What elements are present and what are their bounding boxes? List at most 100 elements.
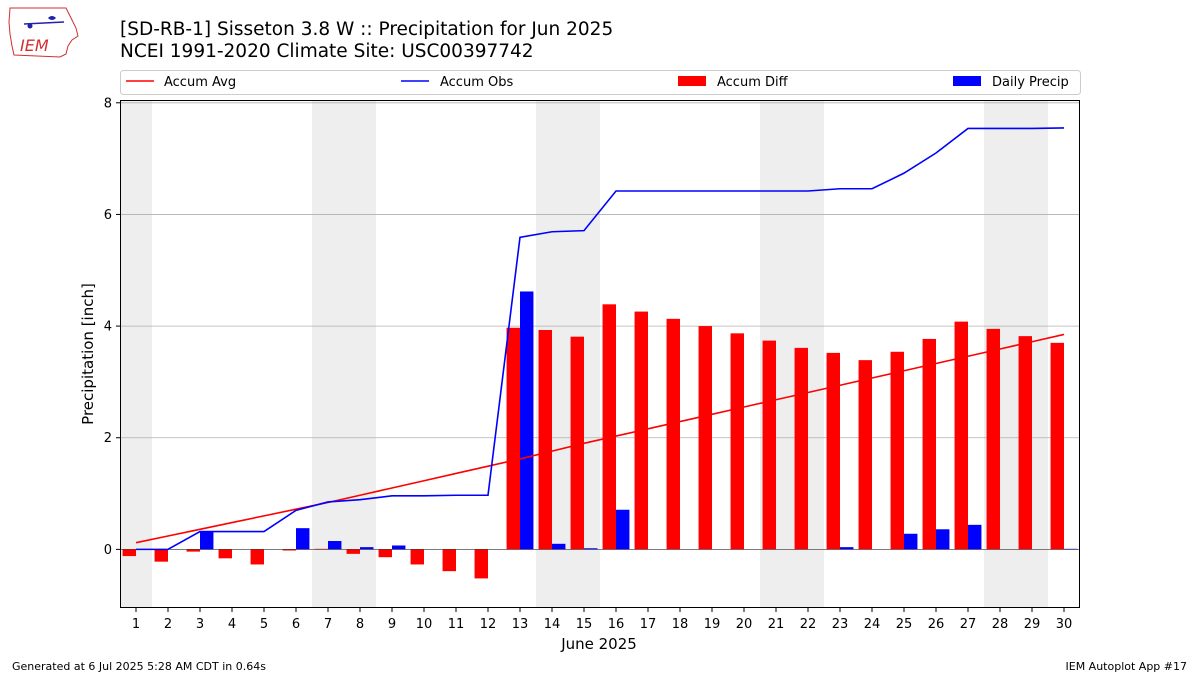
y-tick-label: 0	[104, 543, 112, 558]
x-tick-label: 1	[132, 617, 140, 632]
x-tick-label: 17	[640, 617, 657, 632]
legend-label-daily-precip: Daily Precip	[992, 75, 1069, 90]
accum-diff-bar	[346, 549, 360, 554]
daily-precip-bar	[552, 543, 566, 550]
x-tick-label: 5	[260, 617, 268, 632]
legend-label-accum-diff: Accum Diff	[717, 75, 789, 90]
accum-diff-bar	[186, 549, 200, 552]
x-tick-label: 19	[704, 617, 721, 632]
accum-diff-bar	[282, 549, 296, 551]
x-tick-label: 12	[480, 617, 497, 632]
x-tick-label: 2	[164, 617, 172, 632]
daily-precip-bar	[328, 541, 342, 550]
accum-diff-bar	[218, 549, 232, 559]
x-tick-label: 24	[864, 617, 881, 632]
accum-diff-bar	[666, 318, 680, 550]
x-tick-label: 7	[324, 617, 332, 632]
accum-diff-bar	[794, 347, 808, 550]
daily-precip-bar	[296, 528, 310, 550]
accum-diff-bar	[762, 340, 776, 550]
y-tick-label: 8	[104, 96, 112, 111]
accum-diff-bar	[730, 333, 744, 550]
daily-precip-bar	[616, 509, 630, 550]
x-tick-label: 8	[356, 617, 364, 632]
daily-precip-bar	[936, 529, 950, 550]
iowa-state-outline	[8, 7, 79, 58]
logo-station-dot	[27, 23, 33, 29]
daily-precip-bar	[904, 533, 918, 550]
plot-frame	[120, 100, 1080, 608]
x-tick-label: 20	[736, 617, 753, 632]
daily-precip-bar	[520, 291, 534, 550]
accum-diff-bar	[570, 336, 584, 550]
accum-diff-bar	[986, 328, 1000, 550]
x-tick-label: 9	[388, 617, 396, 632]
x-axis-label: June 2025	[560, 635, 637, 653]
accum-diff-bar	[858, 360, 872, 550]
x-tick-label: 3	[196, 617, 204, 632]
chart-legend: Accum Avg Accum Obs Accum Diff Daily Pre…	[120, 70, 1081, 95]
x-tick-label: 13	[512, 617, 529, 632]
x-tick-label: 10	[416, 617, 433, 632]
legend-label-accum-avg: Accum Avg	[164, 75, 236, 90]
accum-avg-line	[135, 333, 1065, 544]
accum-diff-bar	[474, 549, 488, 579]
daily-precip-bar	[584, 548, 598, 550]
chart-title-line2: NCEI 1991-2020 Climate Site: USC00397742	[120, 41, 534, 62]
logo-cloud-icon	[48, 16, 56, 20]
accum-diff-bar	[698, 326, 712, 550]
iem-logo: IEM	[8, 7, 79, 58]
x-tick-label: 16	[608, 617, 625, 632]
legend-swatch-daily-precip	[953, 76, 981, 86]
daily-precip-bar	[392, 545, 406, 550]
chart-title-line1: [SD-RB-1] Sisseton 3.8 W :: Precipitatio…	[120, 19, 613, 40]
x-tick-label: 30	[1056, 617, 1073, 632]
x-tick-label: 18	[672, 617, 689, 632]
y-tick-label: 4	[104, 320, 112, 335]
x-tick-label: 6	[292, 617, 300, 632]
accum-diff-bar	[442, 549, 456, 572]
x-tick-label: 26	[928, 617, 945, 632]
logo-text: IEM	[20, 36, 49, 55]
daily-precip-bar	[968, 524, 982, 550]
x-tick-label: 28	[992, 617, 1009, 632]
footer-generated-text: Generated at 6 Jul 2025 5:28 AM CDT in 0…	[12, 660, 266, 673]
x-tick-label: 15	[576, 617, 593, 632]
accum-diff-bar	[154, 549, 168, 562]
y-tick-label: 2	[104, 431, 112, 446]
x-axis: 1 2 3 4 5 6 7 8 9 10 11 12 13 14 15 16 17 18 19 20 21 22 23 24 2…	[132, 608, 1072, 632]
accum-diff-bar	[1050, 342, 1064, 550]
accum-diff-bar	[1018, 336, 1032, 550]
accum-diff-bar	[506, 327, 520, 550]
x-tick-label: 21	[768, 617, 785, 632]
accum-diff-bar	[538, 329, 552, 550]
footer-app-text: IEM Autoplot App #17	[1066, 660, 1188, 673]
daily-precip-bar	[200, 531, 214, 550]
legend-swatch-accum-diff	[678, 76, 706, 86]
accum-diff-bar	[922, 338, 936, 550]
x-tick-label: 22	[800, 617, 817, 632]
x-tick-label: 27	[960, 617, 977, 632]
daily-precip-bar	[360, 547, 374, 550]
x-tick-label: 11	[448, 617, 465, 632]
y-tick-label: 6	[104, 208, 112, 223]
accum-diff-bar	[378, 549, 392, 558]
weekend-band	[312, 100, 376, 608]
accum-diff-bar	[890, 351, 904, 550]
accum-diff-bar	[122, 549, 136, 557]
x-tick-label: 14	[544, 617, 561, 632]
y-axis: 0 2 4 6 8	[104, 96, 120, 558]
daily-precip-bar	[840, 547, 854, 550]
accum-obs-line	[136, 127, 1065, 551]
x-tick-label: 25	[896, 617, 913, 632]
accum-diff-bar	[602, 304, 616, 550]
legend-frame	[120, 70, 1081, 95]
x-tick-label: 4	[228, 617, 236, 632]
accum-diff-bar	[826, 352, 840, 550]
daily-precip-bars	[200, 291, 1078, 550]
weekend-band	[120, 100, 152, 608]
accum-diff-bar	[250, 549, 264, 565]
x-tick-label: 23	[832, 617, 849, 632]
accum-diff-bar	[410, 549, 424, 565]
